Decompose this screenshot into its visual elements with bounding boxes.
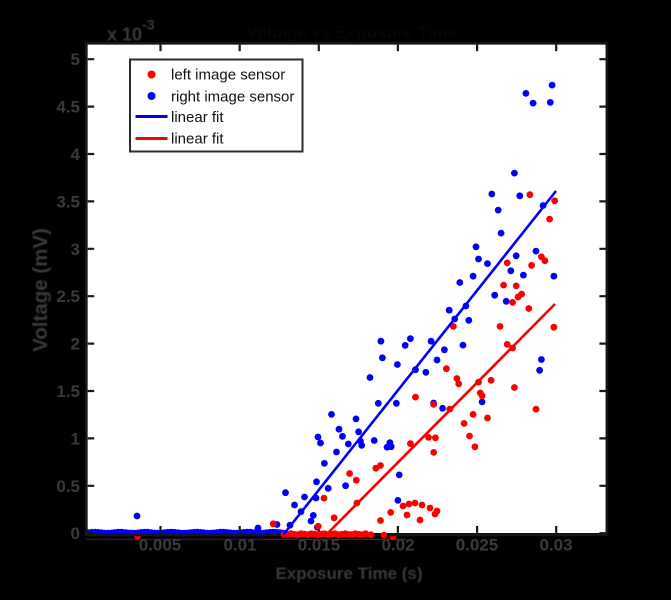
svg-text:2: 2 xyxy=(71,335,80,354)
svg-text:0.015: 0.015 xyxy=(298,536,341,555)
svg-text:right image sensor: right image sensor xyxy=(171,89,294,106)
svg-text:0.005: 0.005 xyxy=(139,536,182,555)
svg-text:Exposure Time (s): Exposure Time (s) xyxy=(275,564,422,583)
svg-text:Voltage (mV): Voltage (mV) xyxy=(29,228,52,352)
svg-text:0.02: 0.02 xyxy=(381,536,414,555)
svg-text:1.5: 1.5 xyxy=(56,382,80,401)
svg-text:3: 3 xyxy=(71,240,80,259)
svg-text:0.01: 0.01 xyxy=(223,536,256,555)
svg-text:5: 5 xyxy=(71,50,80,69)
svg-text:0: 0 xyxy=(71,524,80,543)
svg-text:left image sensor: left image sensor xyxy=(171,67,285,84)
svg-text:linear fit: linear fit xyxy=(171,109,224,126)
svg-text:4.5: 4.5 xyxy=(56,98,80,117)
svg-text:2.5: 2.5 xyxy=(56,287,80,306)
svg-text:linear fit: linear fit xyxy=(171,131,224,148)
svg-text:0.025: 0.025 xyxy=(456,536,499,555)
svg-text:Voltage vs Exposure Time: Voltage vs Exposure Time xyxy=(247,23,457,42)
svg-text:4: 4 xyxy=(71,145,81,164)
svg-text:3.5: 3.5 xyxy=(56,192,80,211)
svg-text:0.03: 0.03 xyxy=(539,536,572,555)
svg-text:1: 1 xyxy=(71,429,80,448)
svg-text:0.5: 0.5 xyxy=(56,477,80,496)
